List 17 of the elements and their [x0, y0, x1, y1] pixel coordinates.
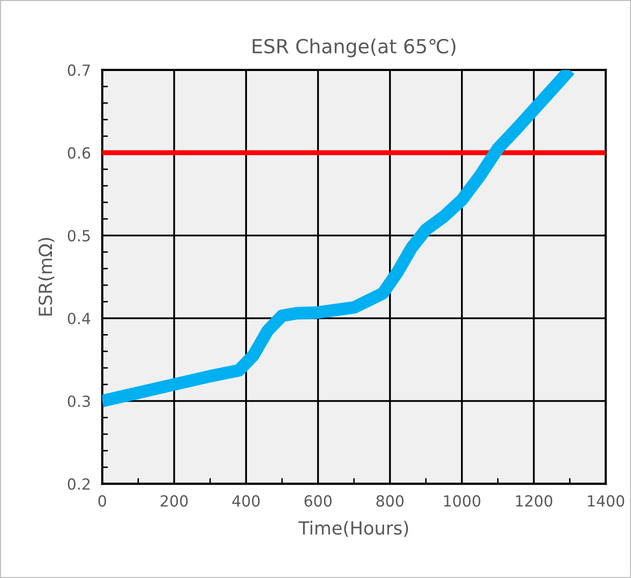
- y-axis-title: ESR(mΩ): [38, 238, 54, 316]
- x-tick-label: 1000: [444, 495, 480, 507]
- chart-title: ESR Change(at 65℃): [252, 38, 456, 58]
- y-tick-label: 0.6: [68, 147, 90, 159]
- y-tick-label: 0.3: [68, 395, 90, 408]
- x-tick-label: 200: [160, 495, 188, 507]
- y-tick-label: 0.5: [68, 230, 90, 242]
- x-tick-label: 800: [376, 495, 404, 507]
- x-tick-label: 0: [98, 495, 106, 507]
- x-axis-title: Time(Hours): [298, 520, 408, 537]
- x-tick-label: 1400: [588, 495, 624, 507]
- x-tick-label: 400: [232, 495, 260, 507]
- y-tick-label: 0.7: [68, 64, 90, 76]
- y-tick-label: 0.4: [68, 312, 90, 324]
- x-tick-label: 600: [304, 495, 332, 507]
- y-tick-label: 0.2: [68, 478, 90, 490]
- x-tick-label: 1200: [516, 495, 552, 507]
